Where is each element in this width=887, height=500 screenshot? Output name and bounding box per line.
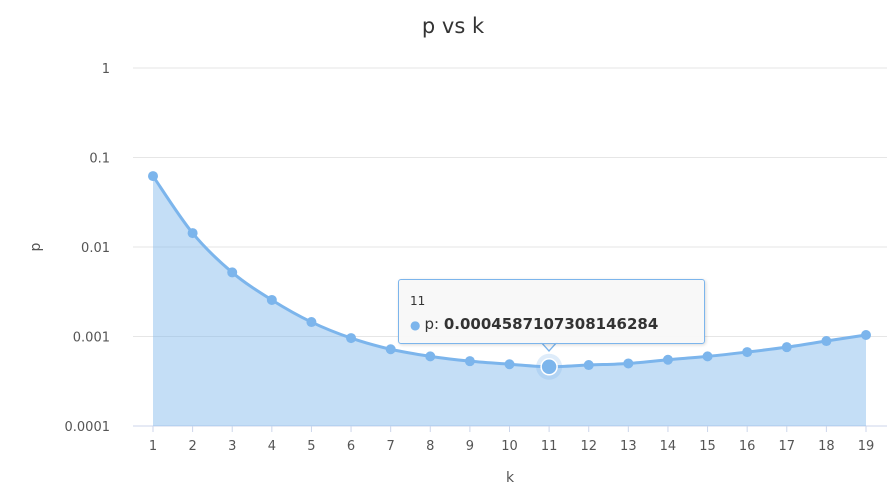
x-tick-label: 2 bbox=[188, 439, 196, 454]
x-tick-label: 7 bbox=[387, 439, 395, 454]
x-tick-label: 11 bbox=[541, 439, 558, 454]
y-tick-label: 0.001 bbox=[73, 331, 110, 346]
data-point-hovered bbox=[540, 358, 558, 376]
x-tick-label: 19 bbox=[858, 439, 875, 454]
y-tick-label: 1 bbox=[102, 62, 110, 77]
x-tick-label: 17 bbox=[779, 439, 796, 454]
chart-title: p vs k bbox=[422, 14, 485, 38]
series-area bbox=[153, 176, 866, 426]
x-tick-label: 15 bbox=[699, 439, 716, 454]
data-point bbox=[742, 347, 753, 358]
x-tick-label: 12 bbox=[580, 439, 597, 454]
x-tick-label: 13 bbox=[620, 439, 637, 454]
y-tick-label: 0.1 bbox=[89, 152, 110, 167]
y-tick-label: 0.01 bbox=[81, 241, 110, 256]
x-tick-label: 1 bbox=[149, 439, 157, 454]
data-point bbox=[425, 351, 436, 362]
data-point bbox=[346, 333, 357, 344]
tooltip: 11 ● p: 0.0004587107308146284 bbox=[398, 279, 705, 344]
data-point bbox=[583, 360, 594, 371]
data-point bbox=[623, 358, 634, 369]
x-tick-label: 4 bbox=[268, 439, 276, 454]
x-tick-label: 3 bbox=[228, 439, 236, 454]
tooltip-value: 0.0004587107308146284 bbox=[443, 315, 659, 333]
tooltip-arrow-fill bbox=[541, 341, 557, 350]
tooltip-header: 11 bbox=[410, 294, 426, 308]
x-tick-label: 6 bbox=[347, 439, 355, 454]
x-tick-label: 10 bbox=[501, 439, 518, 454]
x-axis-label: k bbox=[506, 470, 515, 486]
series-dot-icon: ● bbox=[410, 318, 421, 332]
x-tick-label: 14 bbox=[660, 439, 677, 454]
data-point bbox=[306, 317, 317, 328]
data-point bbox=[662, 354, 673, 365]
y-axis-label: p bbox=[28, 242, 44, 251]
x-tick-label: 18 bbox=[818, 439, 835, 454]
data-point bbox=[464, 356, 475, 367]
data-point bbox=[148, 171, 158, 182]
y-tick-label: 0.0001 bbox=[65, 420, 111, 435]
x-tick-label: 5 bbox=[307, 439, 315, 454]
data-point bbox=[821, 336, 832, 347]
x-tick-label: 8 bbox=[426, 439, 434, 454]
x-tick-label: 16 bbox=[739, 439, 756, 454]
data-point bbox=[861, 329, 871, 340]
data-point bbox=[227, 267, 238, 278]
data-point bbox=[781, 342, 792, 353]
data-point bbox=[187, 228, 198, 239]
data-point bbox=[266, 294, 277, 305]
x-tick-label: 9 bbox=[466, 439, 474, 454]
tooltip-series-name: p bbox=[424, 315, 435, 333]
data-point bbox=[702, 351, 713, 362]
data-point bbox=[504, 359, 515, 370]
data-point bbox=[385, 344, 396, 355]
